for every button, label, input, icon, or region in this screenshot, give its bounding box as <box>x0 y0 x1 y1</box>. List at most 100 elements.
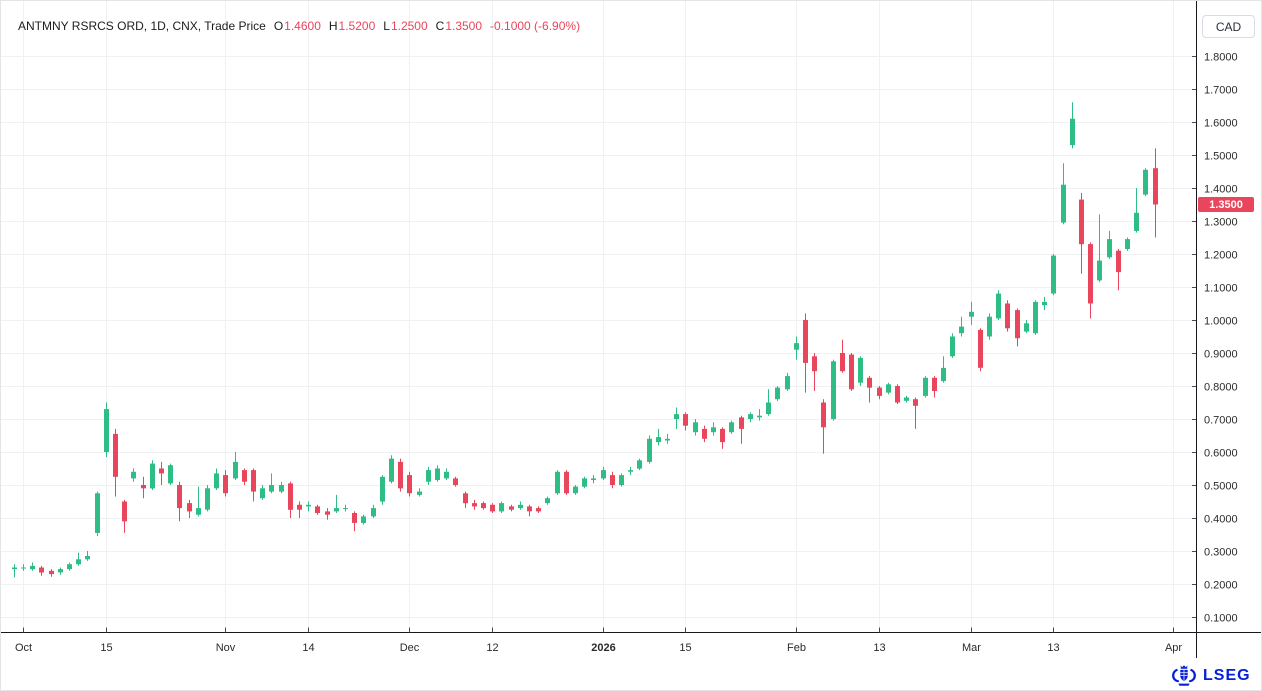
candle <box>435 465 440 482</box>
candle <box>923 376 928 398</box>
candle <box>840 339 845 373</box>
candle <box>913 397 918 429</box>
candle <box>1070 102 1075 149</box>
candle <box>1088 242 1093 319</box>
candle <box>361 514 366 525</box>
candle <box>1079 192 1084 274</box>
candle <box>803 313 808 393</box>
candle <box>352 511 357 532</box>
time-tick-label: 13 <box>1047 642 1059 654</box>
candle <box>877 386 882 400</box>
time-tick-label: 12 <box>486 642 498 654</box>
price-tick-label: 1.0000 <box>1204 315 1238 327</box>
candle <box>1143 168 1148 197</box>
candle <box>269 473 274 494</box>
candle <box>518 501 523 510</box>
candle <box>177 481 182 522</box>
candle <box>472 499 477 510</box>
candle <box>720 427 725 449</box>
price-tick-label: 1.2000 <box>1204 249 1238 261</box>
candle <box>297 501 302 518</box>
candle <box>251 468 256 502</box>
candle <box>1125 237 1130 251</box>
candle <box>647 435 652 464</box>
candle <box>932 376 937 398</box>
price-tick-label: 1.8000 <box>1204 51 1238 63</box>
time-tick-label: 15 <box>679 642 691 654</box>
candle <box>371 504 376 518</box>
candle <box>628 466 633 476</box>
candle <box>168 463 173 485</box>
candle <box>886 382 891 395</box>
candle <box>260 485 265 500</box>
candle <box>67 562 72 571</box>
candle <box>858 356 863 386</box>
price-axis-labels: 1.8000 1.7000 1.6000 1.5000 1.4000 1.3000 1.20… <box>1192 51 1238 624</box>
currency-button[interactable]: CAD <box>1202 15 1255 38</box>
candle <box>555 470 560 495</box>
candle <box>1005 300 1010 332</box>
candle <box>748 412 753 423</box>
price-tick-label: 1.3000 <box>1204 216 1238 228</box>
candle <box>693 419 698 436</box>
candle <box>21 564 26 571</box>
time-tick-label: Dec <box>400 642 420 654</box>
candle <box>867 376 872 403</box>
candle <box>334 494 339 513</box>
candle <box>601 466 606 480</box>
time-tick-label: 2026 <box>591 642 615 654</box>
time-tick-label: Mar <box>962 642 981 654</box>
candle <box>205 485 210 512</box>
time-tick-label: Nov <box>216 642 236 654</box>
time-scale[interactable] <box>0 633 1196 659</box>
candle <box>104 402 109 457</box>
price-tick-label: 0.6000 <box>1204 447 1238 459</box>
candle <box>729 420 734 434</box>
candle <box>895 384 900 405</box>
candle <box>159 461 164 485</box>
candle <box>113 428 118 497</box>
price-tick-label: 1.6000 <box>1204 117 1238 129</box>
candle <box>242 468 247 485</box>
price-scale[interactable] <box>1196 0 1262 632</box>
time-tick-label: Oct <box>15 642 32 654</box>
candle <box>1042 296 1047 311</box>
candle <box>509 504 514 512</box>
candle <box>1033 300 1038 335</box>
candle <box>306 501 311 512</box>
candle <box>150 460 155 490</box>
price-tick-label: 0.4000 <box>1204 513 1238 525</box>
candle <box>573 485 578 495</box>
ohlc-open: O 1.4600 <box>273 19 321 33</box>
candle <box>739 415 744 444</box>
candle <box>187 499 192 518</box>
candle <box>711 422 716 436</box>
candle <box>637 458 642 471</box>
candle <box>490 503 495 513</box>
candle <box>969 301 974 325</box>
candle <box>591 475 596 484</box>
candle <box>30 562 35 571</box>
price-tick-label: 1.7000 <box>1204 84 1238 96</box>
price-tick-label: 0.1000 <box>1204 612 1238 624</box>
price-tick-label: 1.5000 <box>1204 150 1238 162</box>
candle <box>1097 214 1102 283</box>
candle <box>12 564 17 578</box>
candle <box>223 470 228 497</box>
candle <box>785 372 790 391</box>
price-tick-label: 0.2000 <box>1204 579 1238 591</box>
candle <box>233 452 238 480</box>
price-tick-label: 0.3000 <box>1204 546 1238 558</box>
candle <box>398 458 403 492</box>
candle <box>978 328 983 372</box>
chart-legend: ANTMNY RSRCS ORD, 1D, CNX, Trade Price O… <box>18 19 580 33</box>
candle <box>39 565 44 576</box>
candle <box>380 475 385 505</box>
ohlc-high: H 1.5200 <box>328 19 376 33</box>
candle <box>1134 188 1139 233</box>
candle <box>85 551 90 561</box>
candle <box>95 491 100 537</box>
candle <box>444 468 449 480</box>
candle <box>987 313 992 340</box>
